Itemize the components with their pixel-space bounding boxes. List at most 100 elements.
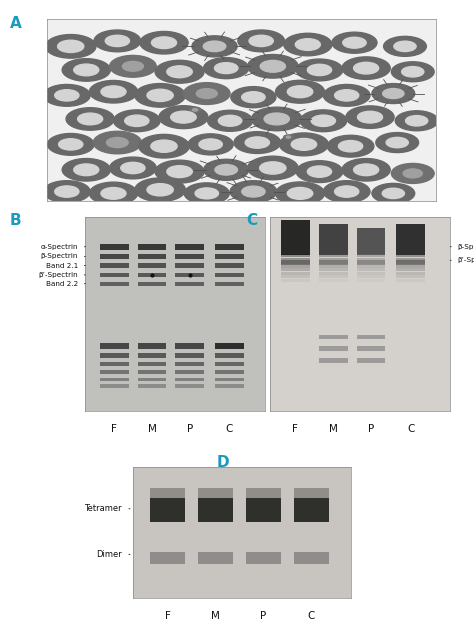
Circle shape: [287, 86, 313, 97]
Bar: [175, 343, 204, 348]
Bar: [396, 279, 425, 282]
Bar: [356, 272, 385, 275]
Bar: [294, 552, 329, 564]
Circle shape: [93, 131, 141, 154]
Circle shape: [394, 41, 416, 52]
Circle shape: [395, 111, 438, 131]
Circle shape: [383, 89, 404, 99]
Bar: [396, 275, 425, 278]
Bar: [100, 385, 128, 387]
Circle shape: [155, 160, 204, 183]
Circle shape: [122, 61, 144, 71]
Circle shape: [372, 83, 415, 104]
Bar: [198, 498, 233, 522]
Circle shape: [231, 87, 276, 108]
Circle shape: [184, 183, 229, 204]
Circle shape: [62, 159, 110, 181]
Circle shape: [335, 90, 359, 101]
Text: A: A: [9, 16, 21, 31]
Bar: [215, 353, 244, 358]
Bar: [137, 362, 166, 366]
Circle shape: [323, 85, 370, 106]
Circle shape: [251, 107, 302, 131]
Circle shape: [392, 62, 434, 82]
Bar: [175, 244, 204, 250]
Bar: [319, 275, 347, 278]
Circle shape: [101, 86, 126, 97]
Circle shape: [101, 187, 126, 199]
Bar: [246, 498, 281, 522]
Circle shape: [188, 134, 233, 155]
Bar: [356, 261, 385, 264]
Bar: [175, 353, 204, 358]
Circle shape: [296, 161, 343, 182]
Circle shape: [342, 159, 390, 181]
Bar: [396, 254, 425, 257]
Circle shape: [121, 162, 145, 174]
Circle shape: [346, 106, 394, 129]
Circle shape: [152, 37, 176, 48]
Text: C: C: [407, 424, 414, 434]
Text: α-Spectrin: α-Spectrin: [41, 244, 78, 250]
Text: B: B: [9, 213, 21, 229]
Bar: [137, 244, 166, 250]
Bar: [319, 260, 347, 265]
Text: C: C: [308, 610, 315, 620]
Circle shape: [192, 36, 237, 57]
Circle shape: [147, 183, 173, 196]
Circle shape: [44, 85, 90, 106]
Circle shape: [139, 134, 189, 158]
Circle shape: [406, 115, 428, 126]
Circle shape: [327, 135, 374, 157]
Bar: [137, 282, 166, 285]
Bar: [356, 265, 385, 268]
Bar: [100, 353, 128, 358]
Bar: [281, 258, 310, 261]
Bar: [319, 334, 347, 340]
Bar: [396, 268, 425, 271]
Circle shape: [338, 141, 363, 152]
Text: M: M: [147, 424, 156, 434]
Circle shape: [286, 136, 291, 138]
Bar: [175, 370, 204, 374]
Bar: [215, 273, 244, 277]
Bar: [137, 378, 166, 381]
Circle shape: [78, 113, 103, 125]
Bar: [356, 268, 385, 271]
Bar: [198, 488, 233, 498]
Circle shape: [307, 64, 332, 76]
Circle shape: [215, 164, 237, 175]
Bar: [319, 258, 347, 261]
Circle shape: [55, 90, 79, 101]
Bar: [150, 488, 185, 498]
Text: P: P: [187, 424, 193, 434]
Circle shape: [230, 181, 277, 203]
Circle shape: [203, 41, 226, 52]
Circle shape: [66, 108, 114, 130]
Bar: [396, 260, 425, 265]
Circle shape: [245, 137, 269, 148]
Bar: [175, 362, 204, 366]
Bar: [137, 254, 166, 259]
Bar: [100, 244, 128, 250]
Circle shape: [74, 164, 99, 176]
Bar: [215, 385, 244, 387]
Circle shape: [264, 113, 289, 125]
Bar: [319, 279, 347, 282]
Text: C: C: [226, 424, 233, 434]
Bar: [319, 254, 347, 257]
Circle shape: [247, 55, 298, 78]
Bar: [356, 334, 385, 340]
Bar: [319, 261, 347, 264]
Bar: [100, 370, 128, 374]
Bar: [100, 282, 128, 285]
Circle shape: [155, 61, 204, 83]
Circle shape: [208, 110, 253, 131]
Circle shape: [284, 135, 293, 140]
Bar: [356, 358, 385, 362]
Bar: [100, 378, 128, 381]
Circle shape: [335, 186, 359, 197]
Circle shape: [295, 39, 320, 50]
Circle shape: [140, 31, 188, 54]
Circle shape: [382, 188, 404, 199]
